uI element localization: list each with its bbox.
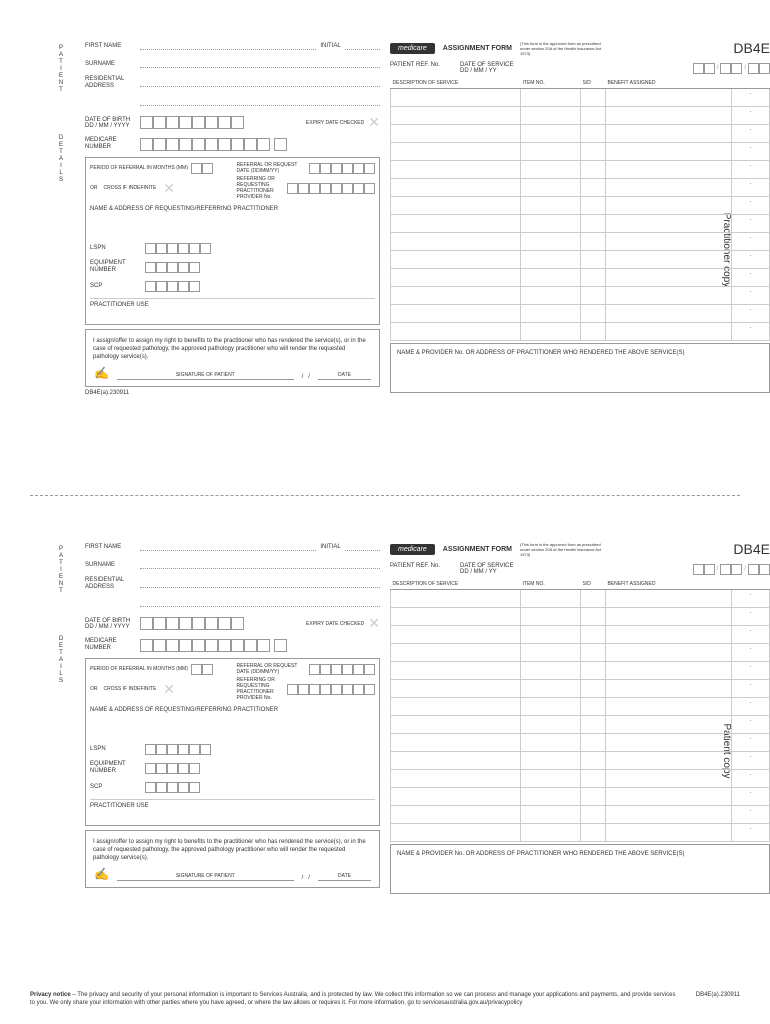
table-row[interactable]: .	[391, 269, 770, 287]
approval-note: (This form is the approved form as presc…	[520, 41, 610, 56]
table-row[interactable]: .	[391, 788, 770, 806]
table-row[interactable]: .	[391, 716, 770, 734]
label-surname: SURNAME	[85, 61, 140, 68]
input-initial[interactable]	[345, 42, 380, 50]
label-scp: SCP	[90, 283, 145, 290]
input-medicare[interactable]	[140, 138, 287, 151]
input-firstname[interactable]	[140, 42, 316, 50]
label-cross: CROSS IF INDEFINITE	[104, 185, 157, 191]
signature-icon: ✍	[94, 366, 109, 380]
table-row[interactable]: .	[391, 89, 770, 107]
label-lspn: LSPN	[90, 245, 145, 252]
table-row[interactable]: .	[391, 626, 770, 644]
referral-section: PERIOD OF REFERRAL IN MONTHS (MM) REFERR…	[85, 157, 380, 325]
table-row[interactable]: .	[391, 161, 770, 179]
table-row[interactable]: .	[391, 125, 770, 143]
table-row[interactable]: .	[391, 734, 770, 752]
label-dob-fmt: DD / MM / YYYY	[85, 123, 130, 129]
vert-patient: PATIENT	[58, 45, 64, 94]
assignment-text: I assign/offer to assign my right to ben…	[90, 334, 375, 364]
input-equip[interactable]	[145, 262, 200, 273]
input-address2[interactable]	[140, 98, 380, 106]
label-expiry: EXPIRY DATE CHECKED	[306, 120, 364, 126]
table-row[interactable]: .	[391, 644, 770, 662]
table-row[interactable]: .	[391, 590, 770, 608]
table-row[interactable]: .	[391, 143, 770, 161]
input-period[interactable]	[191, 163, 213, 174]
table-row[interactable]: .	[391, 251, 770, 269]
label-patref: PATIENT REF. No.	[390, 62, 440, 68]
assignment-section: I assign/offer to assign my right to ben…	[85, 329, 380, 387]
label-firstname: FIRST NAME	[85, 43, 140, 50]
col-desc: DESCRIPTION OF SERVICE	[391, 78, 521, 89]
input-lspn[interactable]	[145, 243, 211, 254]
table-row[interactable]: .	[391, 305, 770, 323]
expiry-x-icon: ✕	[368, 114, 380, 131]
vert-details: DETAILS	[58, 135, 64, 184]
label-period: PERIOD OF REFERRAL IN MONTHS (MM)	[90, 165, 188, 171]
table-row[interactable]: .	[391, 197, 770, 215]
input-surname[interactable]	[140, 60, 380, 68]
table-row[interactable]: .	[391, 680, 770, 698]
table-row[interactable]: .	[391, 806, 770, 824]
col-benefit: BENEFIT ASSIGNED	[606, 78, 770, 89]
table-row[interactable]: .	[391, 770, 770, 788]
signature-icon: ✍	[94, 867, 109, 881]
table-row[interactable]: .	[391, 662, 770, 680]
input-sigdate[interactable]: DATE	[318, 372, 371, 380]
table-row[interactable]: .	[391, 752, 770, 770]
service-table: DESCRIPTION OF SERVICE ITEM NO. S/D BENE…	[390, 78, 770, 341]
vert-patient: PATIENT	[58, 546, 64, 595]
input-reqprac[interactable]	[287, 183, 375, 194]
input-scp[interactable]	[145, 281, 200, 292]
input-dob[interactable]	[140, 116, 244, 129]
table-row[interactable]: .	[391, 215, 770, 233]
label-address: RESIDENTIAL ADDRESS	[85, 76, 140, 90]
table-row[interactable]: .	[391, 323, 770, 341]
table-row[interactable]: .	[391, 107, 770, 125]
privacy-notice: Privacy notice – The privacy and securit…	[0, 991, 770, 1007]
table-row[interactable]: .	[391, 233, 770, 251]
label-reqdate: REFERRAL OR REQUEST DATE (DD/MM/YY)	[237, 162, 307, 174]
form-id: DB4E(a).230911	[85, 390, 380, 396]
label-rendered: NAME & PROVIDER No. OR ADDRESS OF PRACTI…	[395, 348, 765, 358]
input-address1[interactable]	[140, 79, 380, 87]
vert-details: DETAILS	[58, 636, 64, 685]
input-svcdate[interactable]	[693, 63, 704, 74]
cut-line	[30, 495, 740, 496]
cross-x-icon: ✕	[163, 185, 175, 191]
label-reqprac: REFERRING OR REQUESTING PRACTITIONER PRO…	[237, 176, 285, 200]
input-signature[interactable]: SIGNATURE OF PATIENT	[117, 372, 294, 380]
label-equip: EQUIPMENT NUMBER	[90, 260, 145, 274]
label-initial: INITIAL	[320, 43, 340, 49]
form-code: DB4E	[733, 40, 770, 56]
table-row[interactable]: .	[391, 698, 770, 716]
col-sd: S/D	[581, 78, 606, 89]
input-reqdate[interactable]	[309, 163, 375, 174]
table-row[interactable]: .	[391, 824, 770, 842]
label-medicare: MEDICARE NUMBER	[85, 137, 140, 151]
col-item: ITEM NO.	[521, 78, 581, 89]
form-title: ASSIGNMENT FORM	[443, 45, 512, 52]
medicare-badge: medicare	[390, 43, 435, 54]
table-row[interactable]: .	[391, 287, 770, 305]
form-practitioner-copy: PATIENT DETAILS Practitioner copy FIRST …	[30, 20, 740, 480]
table-row[interactable]: .	[391, 608, 770, 626]
form-patient-copy: PATIENT DETAILS Patient copy FIRST NAMEI…	[30, 521, 740, 981]
table-row[interactable]: .	[391, 179, 770, 197]
